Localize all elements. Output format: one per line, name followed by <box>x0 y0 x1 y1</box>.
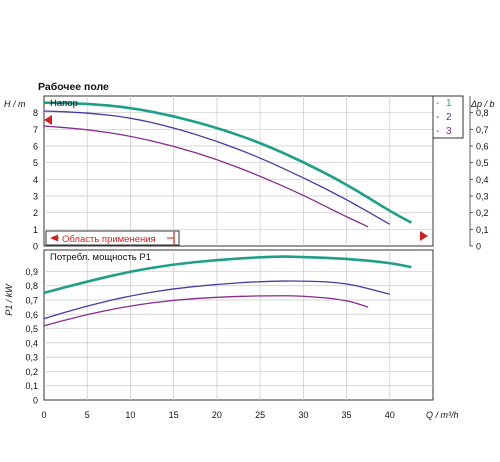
y-right-tick-label: 0,6 <box>476 142 489 152</box>
y-right-tick-label: 0,8 <box>476 108 489 118</box>
legend-label-3: 3 <box>446 126 452 137</box>
pressure-axis-label: Δp / b <box>470 99 495 109</box>
x-tick-label: 15 <box>169 410 179 420</box>
legend-label-1: 1 <box>446 98 452 109</box>
head-panel-frame <box>43 95 434 247</box>
power-axis-label: P1 / kW <box>4 283 14 316</box>
y-tick-label: 0,6 <box>25 310 38 320</box>
x-tick-label: 20 <box>212 410 222 420</box>
x-tick-label: 10 <box>125 410 135 420</box>
y-right-tick-label: 0,1 <box>476 225 489 235</box>
tick-labels: 0 01 0,12 0,23 0,34 0,45 0,56 0,67 0,78 0,800,10,… <box>25 96 489 420</box>
left-limit-marker-icon <box>44 115 52 125</box>
application-range-label: Область применения <box>62 234 156 245</box>
svg-text:-: - <box>436 126 439 137</box>
y-right-tick-label: 0,3 <box>476 192 489 202</box>
power-curve-1 <box>43 255 412 295</box>
curves <box>43 101 413 327</box>
right-limit-marker-icon <box>420 231 428 241</box>
x-tick-label: 5 <box>85 410 90 420</box>
y-tick-label: 3 <box>33 192 38 202</box>
head-curve-2 <box>43 110 391 225</box>
y-tick-label: 0 <box>33 242 38 252</box>
x-tick-label: 0 <box>41 410 46 420</box>
y-tick-label: 0,1 <box>25 381 38 391</box>
y-right-tick-label: 0 <box>476 242 481 252</box>
legend-item-3: - 3 <box>436 126 452 137</box>
svg-text:-: - <box>436 112 439 123</box>
grid <box>44 96 433 400</box>
range-left-arrow-icon <box>50 234 58 242</box>
y-tick-label: 7 <box>33 125 38 135</box>
power-panel-frame <box>43 249 434 401</box>
head-panel-label: Напор <box>50 98 78 109</box>
chart-title: Рабочее поле <box>38 81 109 93</box>
y-right-tick-label: 0,5 <box>476 158 489 168</box>
y-tick-label: 0,7 <box>25 296 38 306</box>
y-tick-label: 1 <box>33 225 38 235</box>
head-curve-3 <box>43 125 369 228</box>
legend-item-1: - 1 <box>436 98 452 109</box>
y-tick-label: 0,8 <box>25 281 38 291</box>
y-tick-label: 0 <box>33 396 38 406</box>
y-tick-label: 0,3 <box>25 353 38 363</box>
x-tick-label: 40 <box>385 410 395 420</box>
legend: - 1 - 2 - 3 <box>432 95 464 139</box>
x-tick-label: 25 <box>255 410 265 420</box>
y-tick-label: 5 <box>33 158 38 168</box>
x-tick-label: 30 <box>298 410 308 420</box>
flow-axis-label: Q / m³/h <box>426 410 459 420</box>
y-tick-label: 0,4 <box>25 338 38 348</box>
y-tick-label: 6 <box>33 142 38 152</box>
x-tick-label: 35 <box>342 410 352 420</box>
power-curve-3 <box>43 295 369 327</box>
y-right-tick-label: 0,4 <box>476 175 489 185</box>
svg-text:-: - <box>436 98 439 109</box>
y-tick-label: 0,9 <box>25 267 38 277</box>
head-axis-label: H / m <box>4 99 26 109</box>
y-tick-label: 2 <box>33 208 38 218</box>
legend-item-2: - 2 <box>436 112 452 123</box>
y-right-tick-label: 0,2 <box>476 208 489 218</box>
y-right-tick-label: 0,7 <box>476 125 489 135</box>
legend-label-2: 2 <box>446 112 452 123</box>
y-tick-label: 8 <box>33 108 38 118</box>
head-curve-1 <box>43 101 413 224</box>
power-panel-label: Потребл. мощность P1 <box>50 252 151 263</box>
y-tick-label: 0,2 <box>25 367 38 377</box>
power-curve-2 <box>43 280 390 320</box>
y-tick-label: 4 <box>33 175 38 185</box>
y-tick-label: 0,5 <box>25 324 38 334</box>
